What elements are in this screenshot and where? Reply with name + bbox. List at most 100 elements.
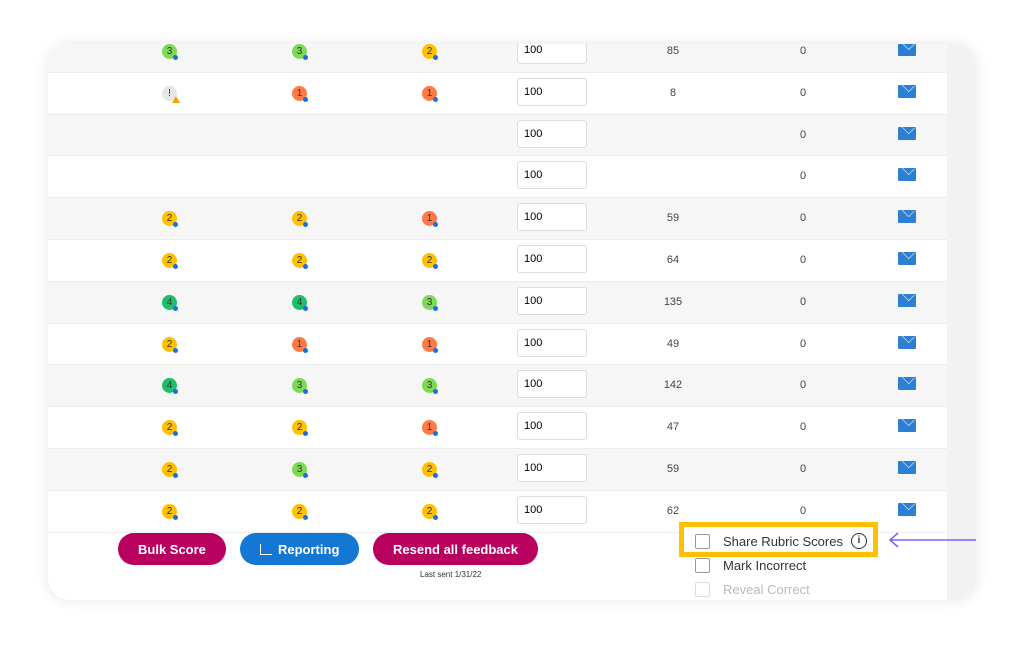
- rubric-score-value: 1: [426, 213, 433, 225]
- rubric-score-value: 1: [296, 338, 303, 350]
- status-dot-icon: [173, 347, 178, 353]
- mail-icon[interactable]: [898, 168, 916, 182]
- table-row: ! 1 1 8 0: [48, 73, 947, 115]
- mark-incorrect-option[interactable]: Mark Incorrect: [695, 558, 806, 573]
- status-dot-icon: [433, 263, 438, 269]
- rubric-score-badge[interactable]: 1: [422, 420, 438, 437]
- status-dot-icon: [173, 389, 178, 395]
- scrollbar[interactable]: [947, 44, 976, 600]
- reveal-correct-label: Reveal Correct: [723, 582, 810, 597]
- mail-icon[interactable]: [898, 210, 916, 224]
- mail-icon[interactable]: [898, 419, 916, 433]
- score-input[interactable]: [517, 44, 587, 64]
- rubric-score-badge[interactable]: 2: [422, 503, 438, 520]
- status-dot-icon: [173, 222, 178, 228]
- score-input[interactable]: [517, 119, 587, 148]
- mail-icon[interactable]: [898, 251, 916, 265]
- rubric-score-badge[interactable]: 3: [292, 44, 308, 60]
- mail-icon[interactable]: [898, 377, 916, 391]
- rubric-score-badge[interactable]: 2: [162, 461, 178, 478]
- resend-feedback-button[interactable]: Resend all feedback: [373, 533, 538, 565]
- rubric-score-badge[interactable]: 3: [422, 294, 438, 311]
- rubric-score-badge[interactable]: 2: [162, 336, 178, 353]
- rubric-score-value: 4: [166, 380, 173, 392]
- rubric-score-badge[interactable]: !: [162, 85, 180, 103]
- status-dot-icon: [173, 514, 178, 520]
- rubric-score-value: 2: [166, 213, 173, 225]
- reporting-button[interactable]: Reporting: [240, 533, 360, 565]
- attempts-value: 0: [799, 45, 807, 57]
- rubric-score-value: 2: [296, 213, 303, 225]
- rubric-score-value: 2: [296, 254, 303, 266]
- status-dot-icon: [433, 347, 438, 353]
- rubric-score-badge[interactable]: 2: [162, 503, 178, 520]
- mail-icon[interactable]: [898, 44, 916, 56]
- mail-icon[interactable]: [898, 502, 916, 516]
- score-input[interactable]: [517, 244, 587, 273]
- rubric-score-badge[interactable]: 2: [162, 252, 178, 269]
- rubric-score-badge[interactable]: 1: [422, 85, 438, 102]
- rubric-score-badge[interactable]: 4: [162, 294, 178, 311]
- share-rubric-option[interactable]: Share Rubric Scores i: [695, 533, 867, 549]
- score-input[interactable]: [517, 370, 587, 399]
- score-input[interactable]: [517, 161, 587, 190]
- score-input[interactable]: [517, 77, 587, 106]
- rubric-score-badge[interactable]: 1: [292, 336, 308, 353]
- rubric-score-badge[interactable]: 2: [292, 211, 308, 228]
- status-dot-icon: [303, 96, 308, 102]
- bulk-score-button[interactable]: Bulk Score: [118, 533, 226, 565]
- points-value: 8: [669, 86, 677, 99]
- score-input[interactable]: [517, 495, 587, 524]
- rubric-score-badge[interactable]: 1: [292, 85, 308, 102]
- rubric-score-badge[interactable]: 3: [292, 378, 308, 395]
- rubric-score-badge[interactable]: 3: [422, 378, 438, 395]
- mail-icon[interactable]: [898, 460, 916, 474]
- rubric-score-badge[interactable]: 3: [162, 44, 178, 60]
- points-value: 59: [666, 212, 680, 225]
- status-dot-icon: [433, 55, 438, 60]
- rubric-score-badge[interactable]: 2: [292, 503, 308, 520]
- score-input[interactable]: [517, 203, 587, 232]
- points-value: 64: [666, 253, 680, 266]
- rubric-score-value: 3: [426, 296, 433, 308]
- rubric-score-badge[interactable]: 1: [422, 211, 438, 228]
- table-row: 4 3 3 142 0: [48, 365, 947, 408]
- points-value: 85: [666, 45, 680, 57]
- mark-incorrect-checkbox[interactable]: [695, 558, 710, 573]
- table-row: 2 2 2 64 0: [48, 240, 947, 282]
- rubric-score-value: 2: [296, 422, 303, 434]
- info-icon[interactable]: i: [850, 533, 867, 549]
- score-input[interactable]: [517, 453, 587, 482]
- rubric-score-badge[interactable]: 4: [162, 378, 178, 395]
- status-dot-icon: [303, 263, 308, 269]
- mail-icon[interactable]: [898, 126, 916, 140]
- status-dot-icon: [433, 472, 438, 478]
- rubric-score-badge[interactable]: 2: [422, 461, 438, 478]
- share-rubric-label: Share Rubric Scores: [723, 533, 843, 549]
- rubric-score-badge[interactable]: 2: [422, 44, 438, 60]
- rubric-score-badge[interactable]: 4: [292, 294, 308, 311]
- status-dot-icon: [303, 222, 308, 228]
- rubric-score-badge[interactable]: 2: [162, 211, 178, 228]
- mail-icon[interactable]: [898, 335, 916, 349]
- rubric-score-badge[interactable]: 3: [292, 461, 308, 478]
- rubric-score-badge[interactable]: 1: [422, 336, 438, 353]
- rubric-score-badge[interactable]: 2: [292, 252, 308, 269]
- mail-icon[interactable]: [898, 84, 916, 98]
- rubric-score-badge[interactable]: 2: [422, 252, 438, 269]
- score-input[interactable]: [517, 286, 587, 315]
- rubric-score-badge[interactable]: 2: [292, 420, 308, 437]
- rubric-score-value: 1: [426, 422, 433, 434]
- status-dot-icon: [433, 389, 438, 395]
- attempts-value: 0: [799, 337, 807, 350]
- mail-icon[interactable]: [898, 293, 916, 307]
- points-value: 135: [663, 295, 683, 308]
- score-input[interactable]: [517, 328, 587, 357]
- share-rubric-checkbox[interactable]: [695, 533, 710, 549]
- rubric-score-value: 3: [166, 46, 173, 57]
- rubric-score-value: 2: [166, 505, 173, 517]
- rubric-score-badge[interactable]: 2: [162, 420, 178, 437]
- table-row: 2 2 2 62 0: [48, 491, 947, 533]
- score-input[interactable]: [517, 412, 587, 441]
- attempts-value: 0: [799, 379, 807, 392]
